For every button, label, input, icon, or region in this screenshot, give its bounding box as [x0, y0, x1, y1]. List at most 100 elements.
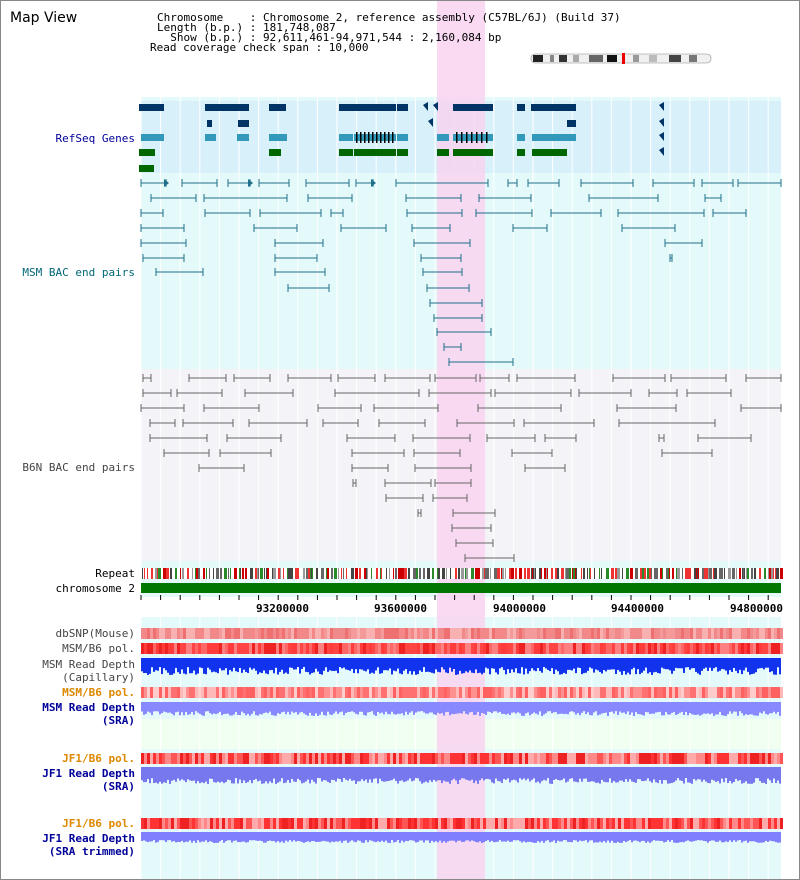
heat-cell — [261, 643, 264, 654]
depth-bar — [745, 832, 747, 841]
heat-cell — [612, 628, 615, 639]
depth-bar — [753, 767, 755, 783]
depth-bar — [231, 702, 233, 716]
track-label-jf1-pol-1[interactable]: JF1/B6 pol. — [62, 752, 135, 765]
heat-cell — [393, 628, 396, 639]
depth-bar — [725, 767, 727, 779]
depth-bar — [765, 832, 767, 841]
depth-bar — [477, 702, 479, 712]
heat-cell — [207, 753, 210, 764]
track-label-msm-bac[interactable]: MSM BAC end pairs — [22, 266, 135, 279]
repeat-element — [341, 568, 342, 579]
exon-tick — [372, 132, 374, 143]
heat-cell — [351, 643, 354, 654]
heat-cell — [642, 753, 645, 764]
depth-bar — [693, 832, 695, 842]
depth-bar — [147, 767, 149, 780]
track-label-msm-pol-1[interactable]: MSM/B6 pol. — [62, 642, 135, 655]
track-label-chromosome[interactable]: chromosome 2 — [55, 582, 135, 595]
depth-bar — [161, 658, 163, 675]
heat-cell — [312, 753, 315, 764]
depth-bar — [661, 702, 663, 716]
heat-cell — [444, 643, 447, 654]
heat-cell — [225, 643, 228, 654]
heat-cell — [372, 818, 375, 829]
heat-cell — [324, 753, 327, 764]
depth-bar — [721, 832, 723, 843]
highlight-region[interactable] — [437, 1, 485, 879]
depth-bar — [153, 767, 155, 784]
depth-bar — [695, 767, 697, 781]
depth-bar — [471, 767, 473, 780]
heat-cell — [321, 753, 324, 764]
heat-cell — [765, 687, 768, 698]
depth-bar — [399, 658, 401, 674]
heat-cell — [210, 643, 213, 654]
track-label-jf1-depth-sra[interactable]: JF1 Read Depth — [42, 767, 135, 780]
repeat-element — [402, 568, 404, 579]
heat-cell — [297, 628, 300, 639]
track-label-jf1-pol-2[interactable]: JF1/B6 pol. — [62, 817, 135, 830]
track-label-dbsnp[interactable]: dbSNP(Mouse) — [55, 627, 135, 640]
depth-bar — [579, 832, 581, 841]
depth-bar — [717, 832, 719, 842]
track-label-msm-depth-sra[interactable]: MSM Read Depth — [42, 701, 135, 714]
depth-bar — [577, 832, 579, 842]
track-label-repeat[interactable]: Repeat — [95, 567, 135, 580]
depth-bar — [597, 767, 599, 783]
depth-bar — [313, 832, 315, 842]
depth-bar — [717, 767, 719, 782]
gene-block — [141, 134, 164, 141]
depth-bar — [285, 832, 287, 841]
track-label-refseq[interactable]: RefSeq Genes — [55, 132, 135, 145]
depth-bar — [207, 702, 209, 712]
heat-cell — [315, 818, 318, 829]
heat-cell — [624, 687, 627, 698]
track-label-msm-pol-2[interactable]: MSM/B6 pol. — [62, 686, 135, 699]
track-label-b6n-bac[interactable]: B6N BAC end pairs — [22, 461, 135, 474]
depth-bar — [441, 658, 443, 668]
heat-cell — [606, 753, 609, 764]
depth-bar — [171, 832, 173, 842]
heat-cell — [453, 753, 456, 764]
heat-cell — [378, 687, 381, 698]
depth-bar — [253, 702, 255, 712]
heat-cell — [465, 643, 468, 654]
heat-cell — [438, 687, 441, 698]
heat-cell — [294, 753, 297, 764]
heat-cell — [186, 687, 189, 698]
heat-cell — [636, 628, 639, 639]
heat-cell — [387, 643, 390, 654]
depth-bar — [415, 767, 417, 779]
heat-cell — [357, 687, 360, 698]
depth-bar — [361, 658, 363, 670]
depth-bar — [263, 702, 265, 714]
chromosome-bar[interactable] — [141, 583, 781, 593]
depth-bar — [245, 702, 247, 716]
depth-bar — [559, 767, 561, 781]
depth-bar — [239, 832, 241, 843]
depth-bar — [175, 767, 177, 782]
depth-bar — [655, 832, 657, 841]
heat-cell — [243, 687, 246, 698]
depth-bar — [585, 832, 587, 841]
depth-bar — [555, 767, 557, 780]
track-label-jf1-depth-trimmed[interactable]: JF1 Read Depth — [42, 832, 135, 845]
depth-bar — [155, 767, 157, 783]
depth-bar — [259, 658, 261, 673]
track-label-msm-depth-capillary[interactable]: MSM Read Depth — [42, 658, 135, 671]
depth-bar — [513, 832, 515, 841]
depth-bar — [607, 767, 609, 783]
heat-cell — [255, 687, 258, 698]
depth-bar — [637, 658, 639, 670]
depth-bar — [165, 832, 167, 843]
depth-bar — [619, 658, 621, 672]
depth-bar — [525, 832, 527, 843]
heat-cell — [582, 687, 585, 698]
chromosome-ideogram[interactable] — [530, 53, 712, 64]
depth-bar — [545, 767, 547, 781]
heat-cell — [642, 643, 645, 654]
heat-cell — [777, 643, 780, 654]
depth-bar — [761, 702, 763, 714]
